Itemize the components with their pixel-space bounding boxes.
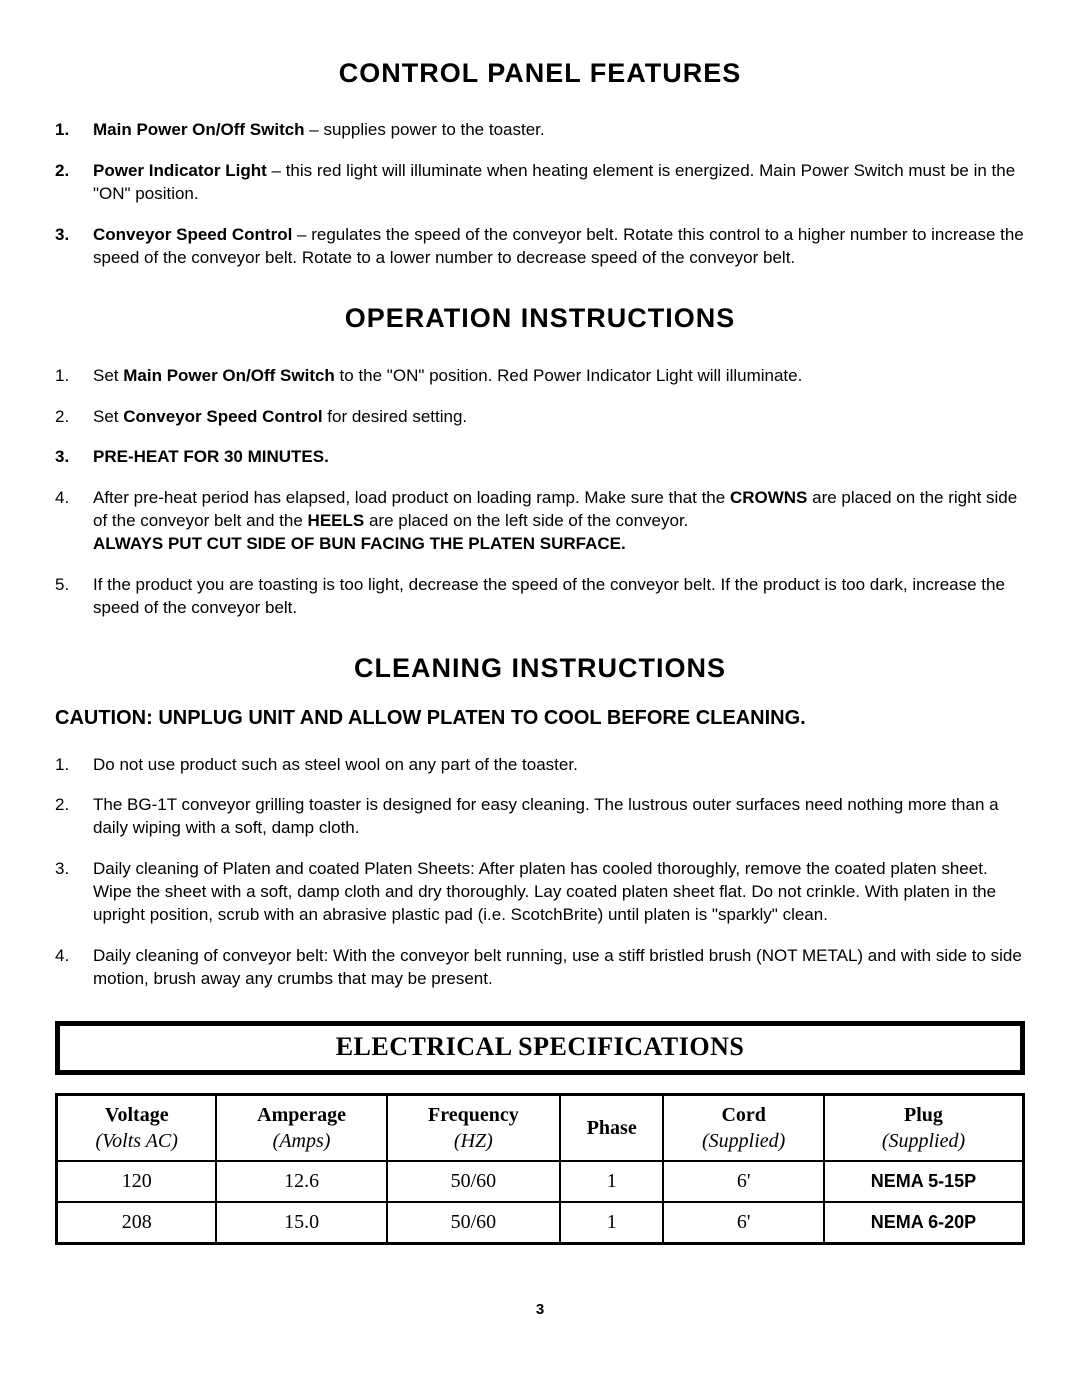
text: The BG-1T conveyor grilling toaster is d… bbox=[93, 795, 999, 837]
list-item: Do not use product such as steel wool on… bbox=[55, 754, 1025, 777]
spec-table-title: ELECTRICAL SPECIFICATIONS bbox=[55, 1021, 1025, 1075]
th-label: Frequency bbox=[428, 1104, 519, 1126]
section-heading-control-panel: CONTROL PANEL FEATURES bbox=[55, 55, 1025, 91]
text-bold: Main Power On/Off Switch bbox=[123, 366, 335, 385]
table-cell: NEMA 5-15P bbox=[824, 1161, 1024, 1202]
th-sub: (Supplied) bbox=[668, 1128, 819, 1154]
list-item: Set Conveyor Speed Control for desired s… bbox=[55, 406, 1025, 429]
th-label: Voltage bbox=[105, 1104, 169, 1126]
table-header-row: Voltage(Volts AC) Amperage(Amps) Frequen… bbox=[57, 1095, 1024, 1162]
item-bold: Main Power On/Off Switch bbox=[93, 120, 305, 139]
th-sub: (Volts AC) bbox=[62, 1128, 211, 1154]
text: Set bbox=[93, 366, 123, 385]
list-item: Daily cleaning of Platen and coated Plat… bbox=[55, 858, 1025, 927]
text: After pre-heat period has elapsed, load … bbox=[93, 488, 730, 507]
th-label: Plug bbox=[904, 1104, 943, 1126]
text: Daily cleaning of Platen and coated Plat… bbox=[93, 859, 996, 924]
list-item: Power Indicator Light – this red light w… bbox=[55, 160, 1025, 206]
table-row: 208 15.0 50/60 1 6' NEMA 6-20P bbox=[57, 1202, 1024, 1244]
item-bold: Power Indicator Light bbox=[93, 161, 267, 180]
table-cell: 6' bbox=[663, 1202, 824, 1244]
cleaning-caution: CAUTION: UNPLUG UNIT AND ALLOW PLATEN TO… bbox=[55, 705, 1025, 732]
table-cell: 50/60 bbox=[387, 1161, 560, 1202]
table-header: Voltage(Volts AC) bbox=[57, 1095, 217, 1162]
text-bold: CROWNS bbox=[730, 488, 807, 507]
text-bold: ALWAYS PUT CUT SIDE OF BUN FACING THE PL… bbox=[93, 534, 626, 553]
th-sub: (Amps) bbox=[221, 1128, 381, 1154]
list-item: Main Power On/Off Switch – supplies powe… bbox=[55, 119, 1025, 142]
control-panel-list: Main Power On/Off Switch – supplies powe… bbox=[55, 119, 1025, 270]
table-header: Frequency(HZ) bbox=[387, 1095, 560, 1162]
text: Daily cleaning of conveyor belt: With th… bbox=[93, 946, 1022, 988]
table-header: Plug(Supplied) bbox=[824, 1095, 1024, 1162]
text: Set bbox=[93, 407, 123, 426]
table-row: 120 12.6 50/60 1 6' NEMA 5-15P bbox=[57, 1161, 1024, 1202]
table-header: Phase bbox=[560, 1095, 663, 1162]
table-cell: 12.6 bbox=[216, 1161, 386, 1202]
text: for desired setting. bbox=[323, 407, 468, 426]
table-cell: 15.0 bbox=[216, 1202, 386, 1244]
list-item: Set Main Power On/Off Switch to the "ON"… bbox=[55, 365, 1025, 388]
th-label: Amperage bbox=[257, 1104, 346, 1126]
list-item: PRE-HEAT FOR 30 MINUTES. bbox=[55, 446, 1025, 469]
section-heading-cleaning: CLEANING INSTRUCTIONS bbox=[55, 650, 1025, 686]
section-heading-operation: OPERATION INSTRUCTIONS bbox=[55, 300, 1025, 336]
operation-list: Set Main Power On/Off Switch to the "ON"… bbox=[55, 365, 1025, 621]
text-bold: Conveyor Speed Control bbox=[123, 407, 322, 426]
th-sub: (HZ) bbox=[392, 1128, 555, 1154]
text: If the product you are toasting is too l… bbox=[93, 575, 1005, 617]
item-bold: Conveyor Speed Control bbox=[93, 225, 292, 244]
text: to the "ON" position. Red Power Indicato… bbox=[335, 366, 803, 385]
list-item: After pre-heat period has elapsed, load … bbox=[55, 487, 1025, 556]
text: are placed on the left side of the conve… bbox=[364, 511, 688, 530]
list-item: The BG-1T conveyor grilling toaster is d… bbox=[55, 794, 1025, 840]
table-cell: NEMA 6-20P bbox=[824, 1202, 1024, 1244]
text-bold: PRE-HEAT FOR 30 MINUTES. bbox=[93, 447, 329, 466]
cleaning-list: Do not use product such as steel wool on… bbox=[55, 754, 1025, 992]
table-cell: 50/60 bbox=[387, 1202, 560, 1244]
spec-table: Voltage(Volts AC) Amperage(Amps) Frequen… bbox=[55, 1093, 1025, 1245]
spec-table-container: ELECTRICAL SPECIFICATIONS Voltage(Volts … bbox=[55, 1021, 1025, 1245]
list-item: Daily cleaning of conveyor belt: With th… bbox=[55, 945, 1025, 991]
table-cell: 6' bbox=[663, 1161, 824, 1202]
text: Do not use product such as steel wool on… bbox=[93, 755, 578, 774]
table-cell: 1 bbox=[560, 1202, 663, 1244]
table-cell: 208 bbox=[57, 1202, 217, 1244]
th-label: Cord bbox=[721, 1104, 765, 1126]
list-item: If the product you are toasting is too l… bbox=[55, 574, 1025, 620]
page-number: 3 bbox=[55, 1300, 1025, 1320]
item-rest: – supplies power to the toaster. bbox=[305, 120, 545, 139]
table-cell: 1 bbox=[560, 1161, 663, 1202]
list-item: Conveyor Speed Control – regulates the s… bbox=[55, 224, 1025, 270]
table-cell: 120 bbox=[57, 1161, 217, 1202]
text-bold: HEELS bbox=[308, 511, 365, 530]
th-label: Phase bbox=[587, 1117, 637, 1139]
table-header: Cord(Supplied) bbox=[663, 1095, 824, 1162]
table-header: Amperage(Amps) bbox=[216, 1095, 386, 1162]
th-sub: (Supplied) bbox=[829, 1128, 1018, 1154]
